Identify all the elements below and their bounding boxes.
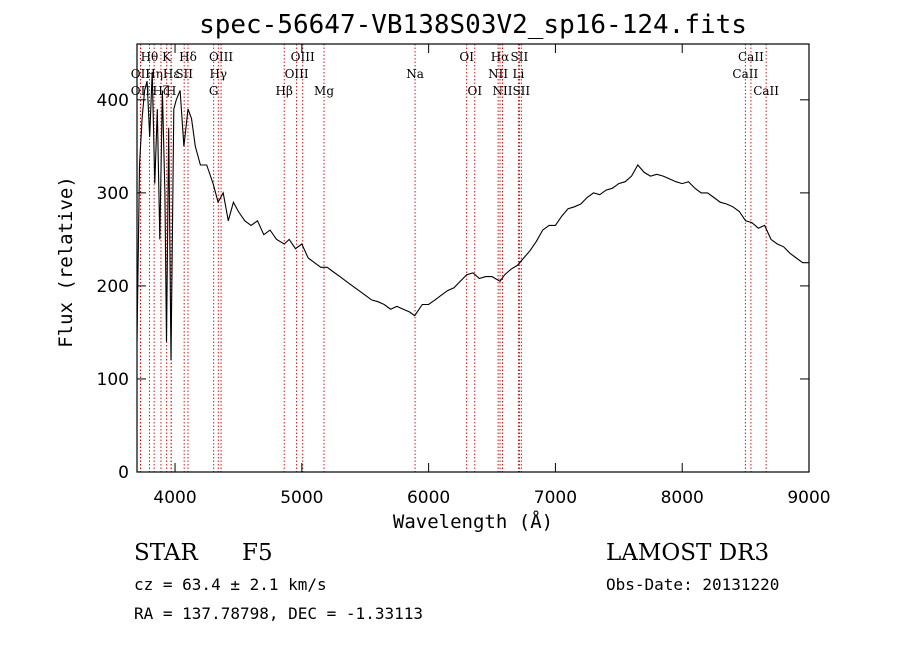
line-marker-label-24: Li xyxy=(512,67,524,81)
line-marker-label-16: Mg xyxy=(314,84,334,98)
subclass: F5 xyxy=(242,540,273,566)
y-tick-label-4: 400 xyxy=(97,91,129,111)
line-marker-label-11: Hγ xyxy=(209,67,227,81)
x-tick-label-1: 5000 xyxy=(280,488,323,508)
line-marker-label-28: CaII xyxy=(753,84,779,98)
redshift-velocity: cz = 63.4 ± 2.1 km/s xyxy=(134,575,327,594)
line-marker-label-2: Hη xyxy=(145,67,163,81)
line-marker-label-10: OIII xyxy=(209,50,233,64)
flux-series-line xyxy=(136,71,809,361)
plot-frame xyxy=(136,43,810,473)
line-marker-label-15: OIII xyxy=(285,67,309,81)
line-marker-label-19: OI xyxy=(467,84,482,98)
chart-title: spec-56647-VB138S03V2_sp16-124.fits xyxy=(199,10,747,40)
line-marker-label-9: SII xyxy=(175,67,193,81)
y-tick-label-0: 0 xyxy=(118,463,129,483)
object-type: STAR xyxy=(134,540,198,566)
line-marker-label-22: NII xyxy=(493,84,513,98)
line-marker-label-18: OI xyxy=(459,50,474,64)
line-marker-label-5: K xyxy=(162,50,172,64)
line-marker-label-27: CaII xyxy=(732,67,758,81)
y-axis-label: Flux (relative) xyxy=(55,176,77,348)
line-marker-label-26: CaII xyxy=(738,50,764,64)
line-marker-label-20: Hα xyxy=(491,50,510,64)
line-marker-label-0: Hθ xyxy=(141,50,159,64)
survey-name: LAMOST DR3 xyxy=(606,540,770,566)
line-marker-label-8: Hδ xyxy=(179,50,197,64)
axis-ticks: 4000 5000 6000 7000 8000 9000 0 100 200 300 400 xyxy=(97,44,831,508)
line-marker-label-7: Hε xyxy=(163,67,180,81)
y-tick-label-1: 100 xyxy=(97,370,129,390)
line-marker-label-23: SII xyxy=(511,50,529,64)
coordinates: RA = 137.78798, DEC = -1.33113 xyxy=(134,604,423,623)
line-marker-label-12: G xyxy=(209,84,219,98)
line-marker-label-1: OII xyxy=(131,67,151,81)
x-tick-label-4: 8000 xyxy=(661,488,704,508)
x-tick-label-5: 9000 xyxy=(787,488,830,508)
line-marker-label-21: NII xyxy=(488,67,508,81)
line-marker-label-13: Hβ xyxy=(276,84,293,98)
observation-date: Obs-Date: 20131220 xyxy=(606,575,780,594)
x-axis-label: Wavelength (Å) xyxy=(393,510,553,533)
line-marker-label-25: SII xyxy=(512,84,530,98)
line-marker-label-17: Na xyxy=(406,67,424,81)
x-tick-label-3: 7000 xyxy=(534,488,577,508)
x-tick-label-0: 4000 xyxy=(153,488,196,508)
line-marker-label-14: OIII xyxy=(291,50,315,64)
y-tick-label-2: 200 xyxy=(97,277,129,297)
x-tick-label-2: 6000 xyxy=(407,488,450,508)
y-tick-label-3: 300 xyxy=(97,184,129,204)
line-marker-label-4: Hζ xyxy=(152,84,169,98)
